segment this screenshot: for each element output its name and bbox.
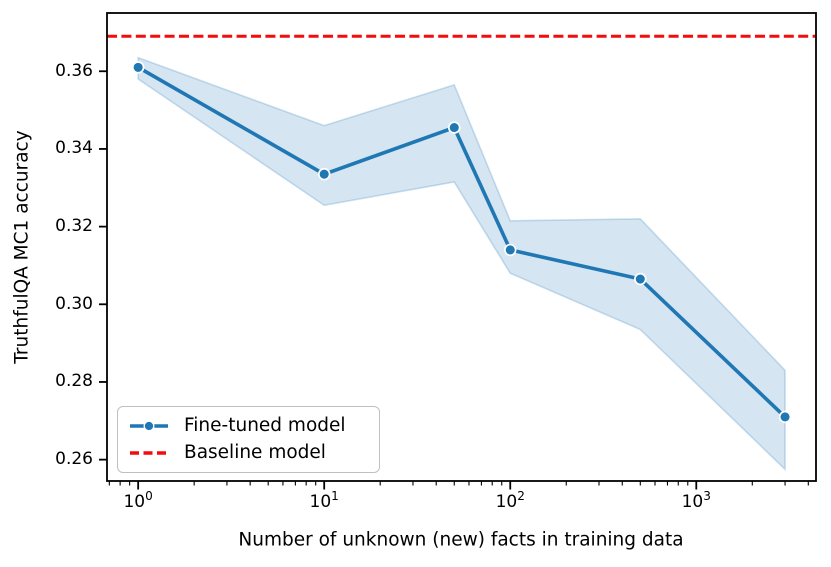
x-tick-label: 101 (309, 489, 339, 512)
legend: Fine-tuned model Baseline model (117, 406, 380, 473)
data-point-marker (317, 167, 331, 181)
axes-spines (106, 12, 817, 482)
x-tick-label: 100 (123, 489, 153, 512)
legend-line-marker-icon (130, 420, 168, 432)
data-point-marker (447, 121, 461, 134)
x-tick-label: 102 (495, 489, 525, 512)
y-tick-label: 0.28 (55, 371, 93, 392)
data-point-marker (503, 243, 517, 257)
y-axis-label: TruthfulQA MC1 accuracy (11, 130, 33, 364)
x-tick-label: 103 (681, 489, 711, 512)
y-tick-label: 0.32 (55, 216, 93, 237)
y-tick-label: 0.36 (55, 60, 93, 81)
legend-label-fine-tuned: Fine-tuned model (184, 414, 346, 436)
x-axis-label: Number of unknown (new) facts in trainin… (238, 529, 684, 551)
legend-label-baseline: Baseline model (184, 442, 326, 464)
y-tick-label: 0.34 (55, 138, 93, 159)
legend-entry-baseline: Baseline model (129, 442, 368, 464)
fine-tuned-line (137, 65, 787, 419)
legend-entry-fine-tuned: Fine-tuned model (129, 414, 368, 436)
data-point-marker (778, 410, 792, 424)
y-tick-label: 0.30 (55, 293, 93, 314)
data-point-marker (131, 61, 145, 74)
y-tick-label: 0.26 (55, 449, 93, 470)
legend-dashed-line-icon (130, 451, 168, 455)
data-point-marker (634, 272, 647, 286)
